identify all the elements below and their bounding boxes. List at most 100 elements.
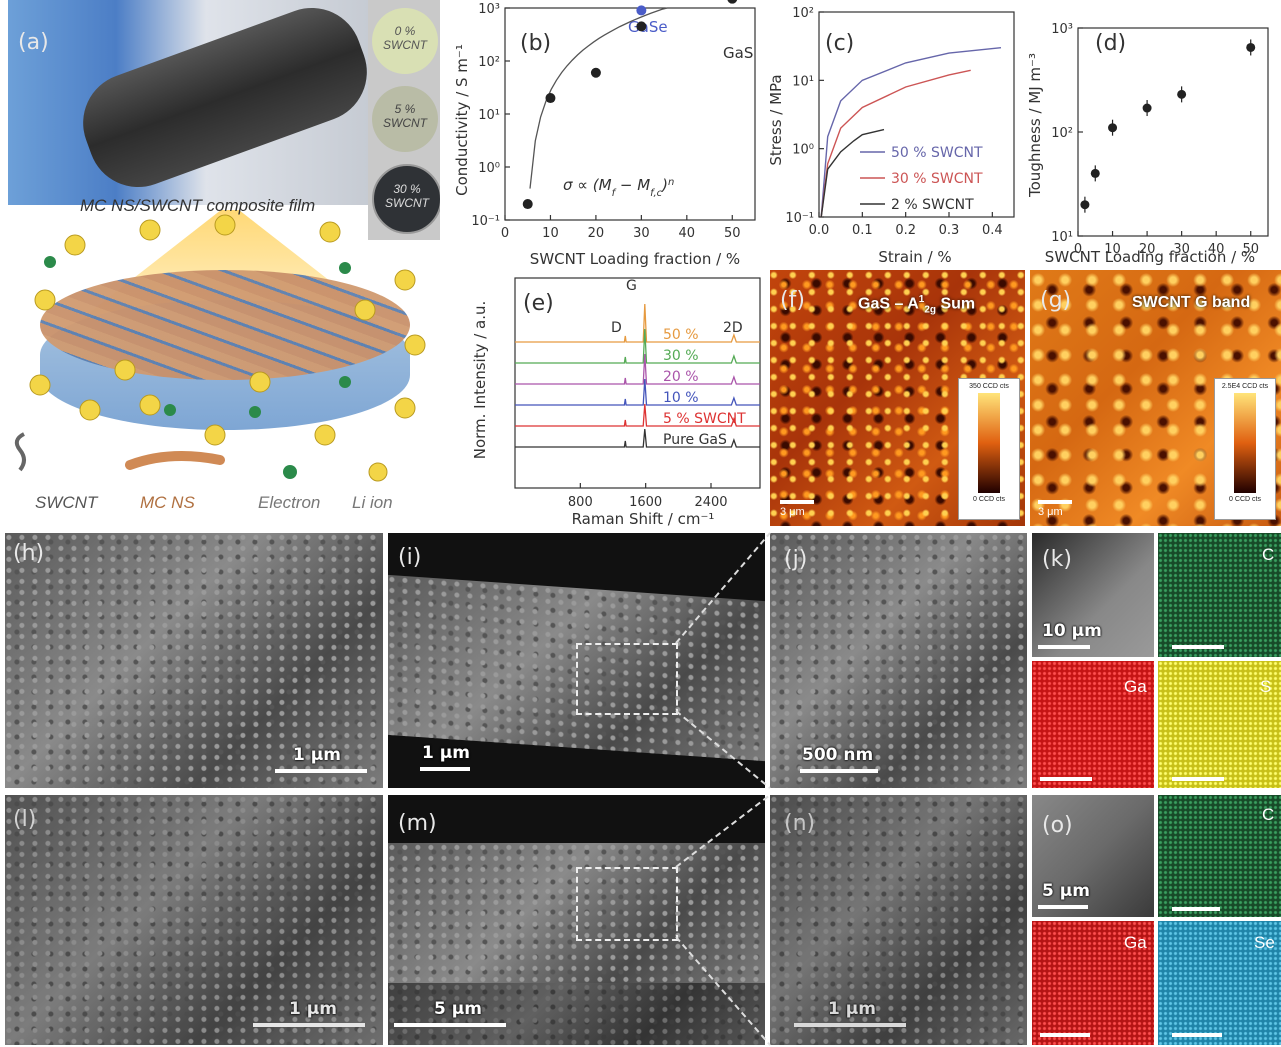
d-ytick: 10¹ [1051,230,1073,245]
g-cbar-bot: 0 CCD cts [1229,496,1261,503]
b-annot-gas: GaS [723,44,753,62]
b-xtick: 40 [679,226,696,241]
d-xtick: 50 [1242,242,1259,257]
panel-label-f: (f) [780,288,805,313]
d-xtick: 30 [1173,242,1190,257]
c-xlabel: Strain / % [878,248,951,266]
o-map-scalebar-c [1172,907,1220,911]
b-xtick: 20 [588,226,605,241]
panel-e: (e) Norm. Intensity / a.u. Raman Shift /… [471,277,761,528]
d-data-point [1142,103,1152,113]
f-cbar-bot: 0 CCD cts [973,496,1005,503]
e-trace [515,328,760,364]
m-scale: 5 μm [434,999,482,1019]
o-map-ga [1032,921,1154,1045]
g-colorbar: 2.5E4 CCD cts 0 CCD cts [1214,378,1276,520]
panel-label-i: (i) [398,545,422,570]
g-cbar-top: 2.5E4 CCD cts [1221,383,1269,390]
c-series-line [820,47,1002,218]
c-legend-label: 50 % SWCNT [891,145,983,161]
b-data-point [636,21,647,32]
panel-label-a: (a) [18,30,49,55]
h-scale: 1 μm [293,745,341,765]
legend-electron: Electron [258,493,321,512]
e-trace [515,378,760,406]
l-scalebar [253,1023,365,1027]
g-title: SWCNT G band [1132,294,1251,311]
panel-label-n: (n) [784,811,816,836]
b-annot-gase: GaSe [628,18,668,36]
vial-0-pct: 0 % [394,24,416,38]
b-fit-curve [529,7,742,189]
e-trace [515,428,760,448]
e-xtick: 1600 [629,495,662,510]
b-gase-point [636,5,647,16]
o-map-c [1158,795,1281,917]
c-xtick: 0.1 [852,223,873,238]
d-xlabel: SWCNT Loading fraction / % [1045,248,1255,266]
e-trace-label: Pure GaS [663,432,727,448]
g-cbar-gradient [1234,393,1256,493]
vial-5-name: SWCNT [383,116,427,130]
panel-f: (f) GaS – A12g Sum 350 CCD cts 0 CCD cts… [770,270,1025,526]
b-ytick: 10¹ [478,108,500,123]
e-peak-d: D [611,320,622,336]
film-title: MC NS/SWCNT composite film [80,196,316,215]
panel-label-g: (g) [1040,288,1072,313]
panel-label-c: (c) [825,31,854,56]
c-series-line [820,69,971,218]
legend-mcns: MC NS [140,493,195,512]
o-scale: 5 μm [1042,881,1090,901]
f-cbar-gradient [978,393,1000,493]
b-ytick: 10⁻¹ [471,214,500,229]
d-data-point [1090,168,1100,178]
panel-label-k: (k) [1042,547,1072,572]
panel-label-l: (l) [13,807,37,832]
c-ytick: 10¹ [792,74,814,89]
f-title: GaS – A12g Sum [858,294,976,316]
e-xtick: 800 [568,495,593,510]
e-trace [515,353,760,385]
b-data-point [522,199,533,210]
panel-j: (j) 500 nm [770,533,1027,788]
panel-l: (l) 1 μm [5,795,383,1045]
b-xtick: 10 [542,226,559,241]
panel-label-e: (e) [523,291,554,316]
e-ylabel: Norm. Intensity / a.u. [471,301,489,460]
panel-m: (m) 5 μm [388,795,765,1045]
b-data-point [590,67,601,78]
b-ytick: 10⁰ [478,161,500,176]
b-xtick: 50 [724,226,741,241]
o-sem [1032,795,1154,917]
e-trace-label: 30 % [663,348,699,364]
vial-30-pct: 30 % [393,182,421,196]
e-frame [514,277,761,489]
d-ylabel: Toughness / MJ m⁻³ [1026,53,1044,198]
b-xtick: 30 [633,226,650,241]
g-scale: 3 μm [1038,506,1063,518]
panel-label-d: (d) [1095,31,1126,56]
panel-c: (c) Stress / MPa Strain / % 0.0 0.1 0.2 0.3… [767,6,1015,266]
k-label-s: S [1260,677,1272,696]
vial-0: 0 % SWCNT [372,8,438,74]
c-xtick: 0.0 [809,223,830,238]
j-scale: 500 nm [802,745,874,765]
c-ytick: 10² [792,6,814,21]
g-scalebar [1038,500,1072,504]
o-label-se: Se [1254,933,1275,952]
c-xtick: 0.2 [895,223,916,238]
k-label-c: C [1262,545,1275,564]
vial-30: 30 % SWCNT [372,164,440,234]
c-xtick: 0.4 [982,223,1003,238]
panel-label-o: (o) [1042,813,1073,838]
e-trace-label: 50 % [663,327,699,343]
e-xtick: 2400 [694,495,727,510]
e-trace-label: 10 % [663,390,699,406]
panel-n: (n) 1 μm [770,795,1027,1045]
vial-5-pct: 5 % [394,102,416,116]
panel-h: (h) 1 μm [5,533,383,788]
panel-b: (b) Conductivity / S m⁻¹ SWCNT Loading f… [453,0,756,268]
panel-k: (k) 10 μm C Ga S [1032,533,1281,788]
i-scalebar [420,767,470,771]
panel-a: (a) 0 % SWCNT 5 % SWCNT 30 % SWCNT MC NS… [0,0,440,525]
